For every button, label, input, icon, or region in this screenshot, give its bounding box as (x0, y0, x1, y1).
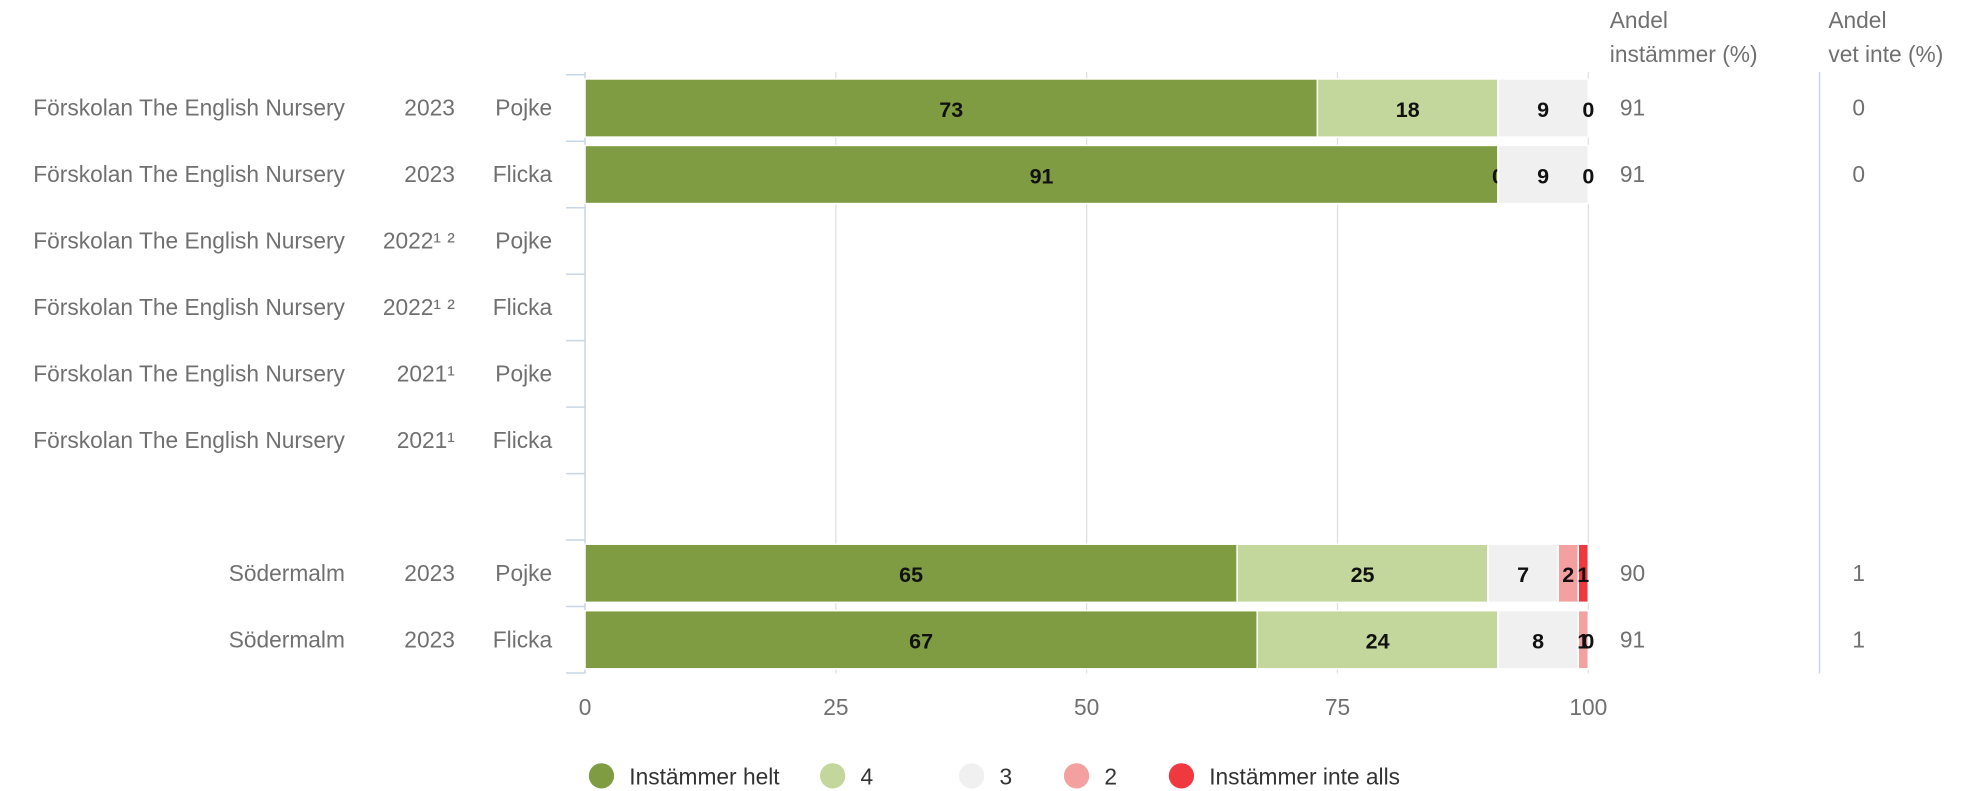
bar-value-label: 0 (1582, 98, 1594, 122)
row-unit-label: Södermalm (229, 560, 345, 586)
legend: Instämmer helt 4 3 2 Instämmer inte alls (588, 763, 1400, 790)
row-year-label: 2023 (404, 560, 455, 586)
legend-swatch (1063, 763, 1090, 789)
bar-segment (584, 609, 1258, 670)
legend-label: Instämmer inte alls (1209, 764, 1400, 790)
row-gender-label: Pojke (495, 560, 552, 586)
bar-segment (1497, 144, 1590, 205)
bar-value-label: 0 (1582, 164, 1594, 188)
category-axis (566, 72, 586, 674)
row-unit-label: Förskolan The English Nursery (33, 360, 345, 386)
bar-value-label: 9 (1537, 98, 1549, 122)
row-year-label: 2022¹ ² (383, 228, 455, 254)
bar-segment (584, 144, 1499, 205)
bar-segment (1577, 609, 1590, 670)
bar-value-label: 1 (1577, 563, 1589, 587)
bar-value-label: 8 (1532, 630, 1544, 654)
bar-value-label: 73 (939, 98, 963, 122)
bar-segment (584, 543, 1238, 604)
andel-vet-inte-value: 0 (1852, 95, 1865, 121)
andel-vet-inte-header: vet inte (%) (1828, 41, 1943, 67)
andel-instammer-value: 91 (1620, 95, 1645, 121)
x-tick-label: 50 (1074, 694, 1099, 720)
x-axis-ticks: 0 25 50 75 100 (579, 694, 1608, 720)
x-tick-label: 25 (823, 694, 848, 720)
bar-value-label: 9 (1537, 164, 1549, 188)
row-year-label: 2021¹ (397, 360, 456, 386)
bar-value-label: 2 (1562, 563, 1574, 587)
row-unit-label: Förskolan The English Nursery (33, 427, 345, 453)
andel-vet-inte-value: 1 (1852, 626, 1865, 652)
bars: 7318909109065257216724810 (584, 78, 1594, 670)
legend-label: 3 (999, 764, 1012, 790)
row-unit-label: Förskolan The English Nursery (33, 294, 345, 320)
bar-value-label: 0 (1582, 630, 1594, 654)
row-unit-label: Förskolan The English Nursery (33, 95, 345, 121)
andel-instammer-value: 91 (1620, 626, 1645, 652)
row-year-label: 2023 (404, 161, 455, 187)
side-columns: 91 0 91 0 90 1 91 1 Andel instämmer (%) Andel vet i… (1610, 7, 1943, 674)
bar-value-label: 24 (1366, 630, 1390, 654)
row-unit-label: Södermalm (229, 626, 345, 652)
bar-segment (1236, 543, 1489, 604)
row-gender-label: Pojke (495, 360, 552, 386)
x-tick-label: 0 (579, 694, 592, 720)
x-tick-label: 75 (1325, 694, 1350, 720)
andel-instammer-value: 91 (1620, 161, 1645, 187)
bar-segment (1256, 609, 1499, 670)
row-unit-label: Förskolan The English Nursery (33, 161, 345, 187)
row-year-label: 2023 (404, 95, 455, 121)
row-gender-label: Flicka (493, 161, 553, 187)
legend-label: 4 (860, 764, 873, 790)
legend-label: 2 (1104, 764, 1117, 790)
row-unit-label: Förskolan The English Nursery (33, 228, 345, 254)
andel-instammer-value: 90 (1620, 560, 1645, 586)
bar-value-label: 25 (1351, 563, 1375, 587)
andel-instammer-header: instämmer (%) (1610, 41, 1758, 67)
row-year-label: 2023 (404, 626, 455, 652)
row-gender-label: Flicka (493, 427, 553, 453)
row-gender-label: Pojke (495, 95, 552, 121)
legend-label: Instämmer helt (629, 764, 780, 790)
bar-segment (584, 78, 1319, 138)
row-year-label: 2021¹ (397, 427, 456, 453)
bar-value-label: 18 (1396, 98, 1420, 122)
legend-swatch (588, 763, 615, 789)
bar-value-label: 1 (1577, 630, 1589, 654)
row-gender-label: Pojke (495, 228, 552, 254)
bar-value-label: 7 (1517, 563, 1529, 587)
legend-swatch (1168, 763, 1195, 789)
bar-value-label: 67 (909, 630, 933, 654)
andel-vet-inte-value: 0 (1852, 161, 1865, 187)
bar-value-label: 65 (899, 563, 923, 587)
legend-swatch (959, 763, 985, 789)
bar-value-label: 91 (1030, 164, 1054, 188)
andel-vet-inte-value: 1 (1852, 560, 1865, 586)
bar-segment (1497, 78, 1590, 138)
x-tick-label: 100 (1569, 694, 1607, 720)
row-gender-label: Flicka (493, 626, 553, 652)
legend-swatch (820, 763, 846, 789)
row-labels: Förskolan The English Nursery 2023 Pojke Fö… (33, 95, 552, 653)
andel-vet-inte-header: Andel (1828, 7, 1886, 33)
row-year-label: 2022¹ ² (383, 294, 455, 320)
bar-segment (1577, 543, 1590, 604)
andel-instammer-header: Andel (1610, 7, 1668, 33)
row-gender-label: Flicka (493, 294, 553, 320)
